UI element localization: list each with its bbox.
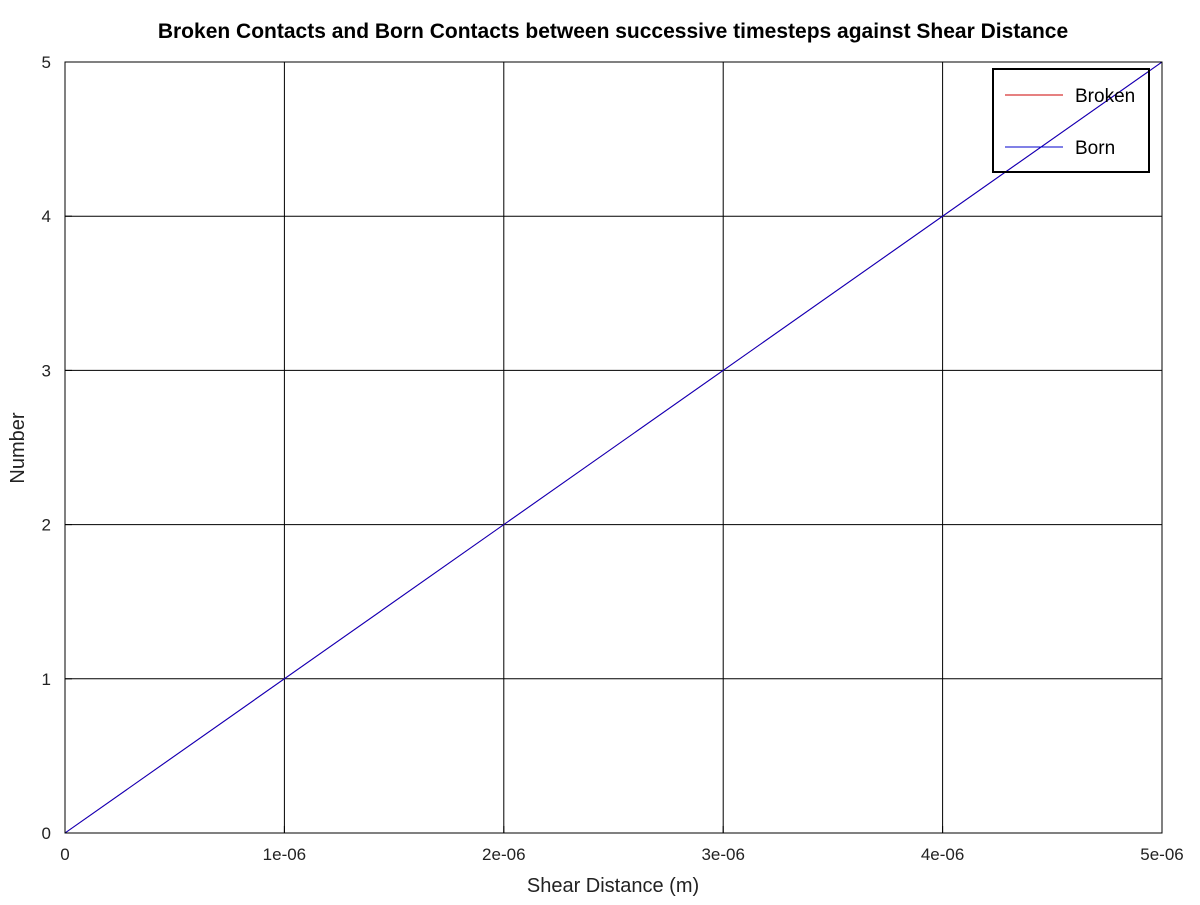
y-tick-label: 1 [42,670,51,689]
x-tick-label: 5e-06 [1140,845,1183,864]
x-tick-label: 0 [60,845,69,864]
plot-frame [64,61,1163,834]
series-line-born [64,61,1163,834]
y-tick-label: 4 [42,207,51,226]
y-tick-label: 0 [42,824,51,843]
legend: Broken Born [992,68,1150,173]
legend-box [992,68,1150,173]
legend-label-born: Born [1075,138,1115,159]
series-lines [64,61,1163,834]
y-tick-label: 3 [42,361,51,380]
x-axis-label: Shear Distance (m) [527,875,699,897]
grid-lines [65,62,1162,833]
x-tick-label: 3e-06 [701,845,744,864]
y-tick-label: 5 [42,53,51,72]
x-tick-label: 1e-06 [263,845,306,864]
y-axis-label: Number [7,412,29,483]
axis-ticks: 0 1e-06 2e-06 3e-06 4e-06 5e-06 0 1 2 3 4 5 [42,53,1184,864]
chart-title: Broken Contacts and Born Contacts betwee… [158,20,1068,43]
x-tick-label: 2e-06 [482,845,525,864]
y-tick-label: 2 [42,516,51,535]
legend-label-broken: Broken [1075,86,1135,107]
x-tick-label: 4e-06 [921,845,964,864]
